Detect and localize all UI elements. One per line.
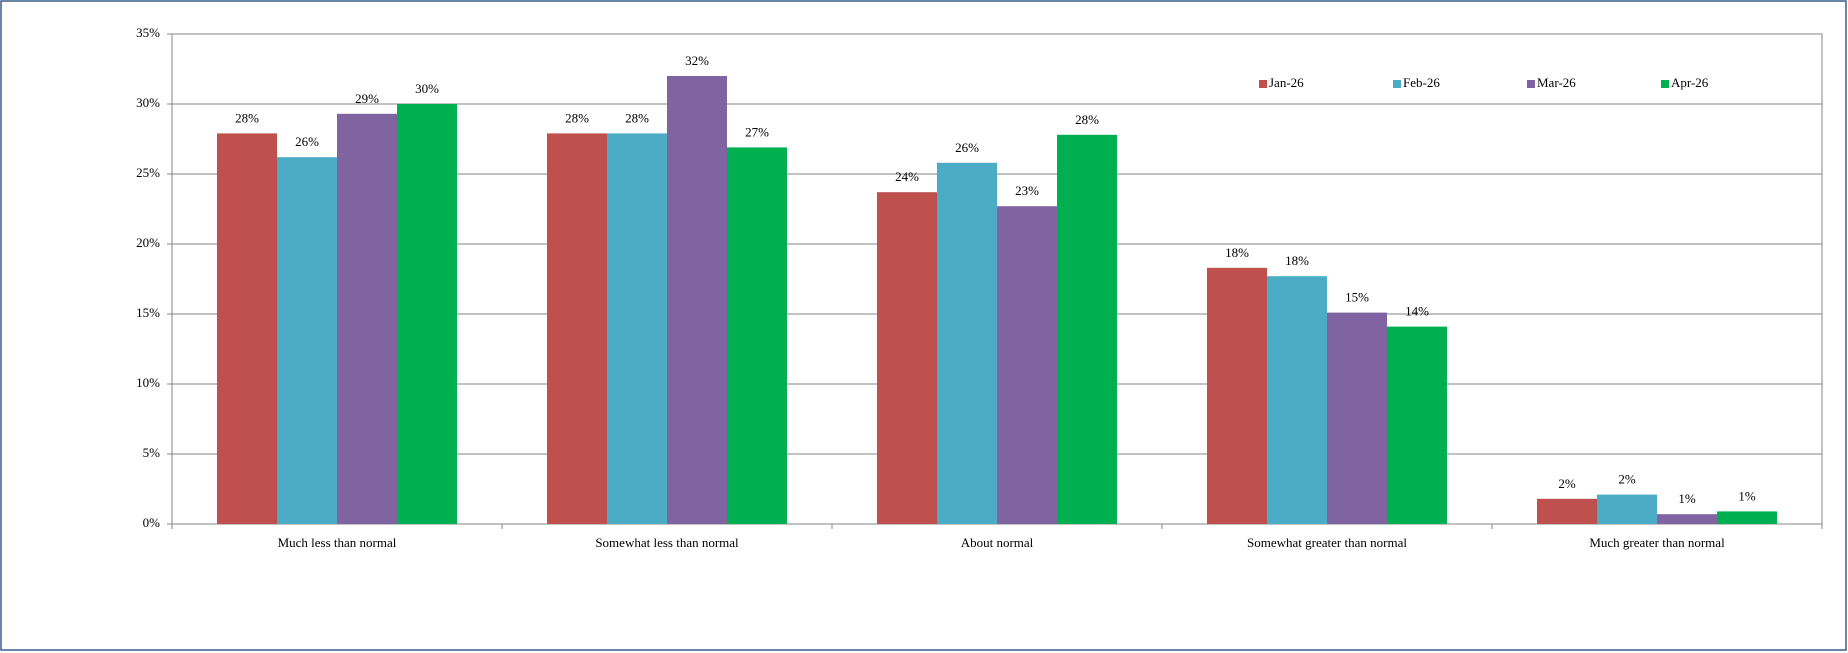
data-label: 1% [1678, 491, 1696, 506]
bar [997, 206, 1057, 524]
bar [1267, 276, 1327, 524]
bar [877, 192, 937, 524]
y-tick-label: 15% [136, 305, 160, 320]
bar [547, 133, 607, 524]
y-tick-label: 10% [136, 375, 160, 390]
data-label: 18% [1285, 253, 1309, 268]
legend-label: Mar-26 [1537, 75, 1576, 90]
bar [1537, 498, 1597, 524]
data-label: 2% [1618, 472, 1636, 487]
y-tick-label: 0% [143, 515, 161, 530]
x-tick-label: Somewhat greater than normal [1247, 535, 1407, 550]
legend-swatch [1527, 80, 1535, 88]
bar [1717, 511, 1777, 524]
data-label: 26% [295, 134, 319, 149]
legend-label: Jan-26 [1269, 75, 1304, 90]
data-label: 30% [415, 81, 439, 96]
data-label: 1% [1738, 488, 1756, 503]
legend-label: Apr-26 [1671, 75, 1709, 90]
data-label: 27% [745, 124, 769, 139]
data-label: 28% [625, 110, 649, 125]
data-label: 32% [685, 53, 709, 68]
data-label: 15% [1345, 290, 1369, 305]
legend-label: Feb-26 [1403, 75, 1440, 90]
bar [1057, 134, 1117, 525]
data-label: 24% [895, 169, 919, 184]
x-tick-label: About normal [961, 535, 1034, 550]
bar [1207, 267, 1267, 524]
y-tick-label: 25% [136, 165, 160, 180]
x-tick-label: Somewhat less than normal [595, 535, 739, 550]
data-label: 28% [565, 110, 589, 125]
bar [1597, 494, 1657, 524]
y-tick-label: 35% [136, 25, 160, 40]
bar [1387, 326, 1447, 524]
bar [1657, 514, 1717, 524]
bar [727, 147, 787, 524]
y-tick-label: 30% [136, 95, 160, 110]
bar [937, 162, 997, 525]
data-label: 28% [235, 110, 259, 125]
data-label: 23% [1015, 183, 1039, 198]
bar [397, 104, 457, 524]
bar [217, 133, 277, 524]
legend-swatch [1661, 80, 1669, 88]
legend-swatch [1259, 80, 1267, 88]
x-tick-label: Much greater than normal [1589, 535, 1725, 550]
data-label: 14% [1405, 304, 1429, 319]
data-label: 28% [1075, 112, 1099, 127]
x-tick-label: Much less than normal [278, 535, 397, 550]
data-label: 29% [355, 91, 379, 106]
y-tick-label: 20% [136, 235, 160, 250]
data-label: 26% [955, 140, 979, 155]
y-tick-label: 5% [143, 445, 161, 460]
bar [667, 76, 727, 524]
bar [277, 157, 337, 524]
data-label: 2% [1558, 476, 1576, 491]
bar [1327, 312, 1387, 524]
legend-swatch [1393, 80, 1401, 88]
bar [607, 133, 667, 524]
data-label: 18% [1225, 245, 1249, 260]
bar [337, 113, 397, 525]
